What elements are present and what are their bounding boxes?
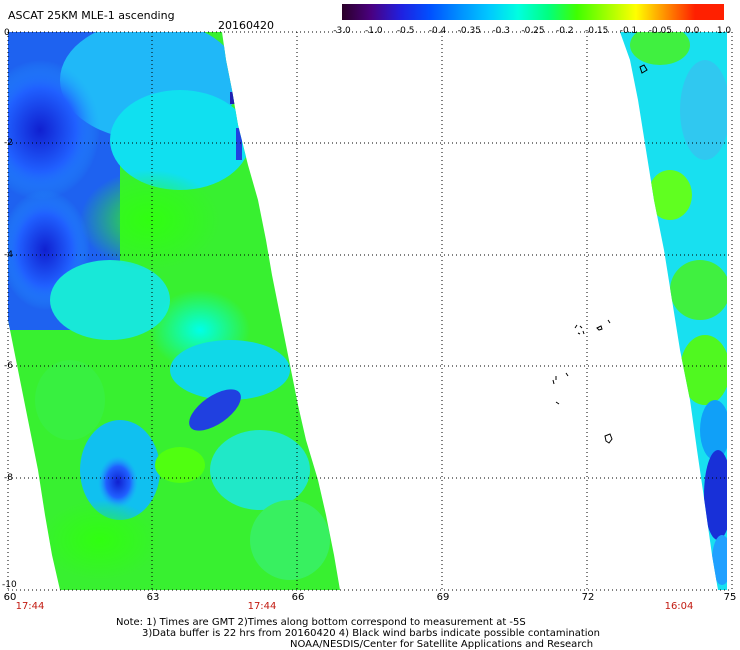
- color-scale-label: 1.0: [716, 26, 732, 36]
- swath-time-label: 16:04: [664, 601, 694, 612]
- y-tick-label: -2: [4, 138, 13, 148]
- swath-time-label: 17:44: [15, 601, 45, 612]
- color-scale-label: -0.15: [585, 26, 609, 36]
- color-scale-swatch: [459, 4, 489, 20]
- x-tick-label: 69: [436, 592, 450, 603]
- map-title: ASCAT 25KM MLE-1 ascending: [8, 9, 175, 22]
- right-swath: [620, 32, 727, 590]
- left-swath: [8, 32, 340, 590]
- color-scale-label: -0.4: [428, 26, 447, 36]
- color-scale-swatch: [577, 4, 607, 20]
- color-scale-label: -0.35: [457, 26, 481, 36]
- color-scale-swatch: [518, 4, 548, 20]
- color-scale-swatch: [400, 4, 431, 20]
- y-tick-label: -8: [4, 473, 13, 483]
- color-scale-bar: [342, 4, 725, 20]
- color-scale-label: -0.3: [492, 26, 510, 36]
- color-scale-label: -0.1: [619, 26, 638, 36]
- color-scale-label: 0.0: [684, 26, 700, 36]
- y-tick-label: -10: [2, 580, 17, 590]
- x-tick-label: 63: [146, 592, 160, 603]
- map-date: 20160420: [218, 19, 274, 32]
- color-scale-swatch: [342, 4, 372, 20]
- x-tick-label: 66: [291, 592, 305, 603]
- grid: [7, 31, 733, 591]
- x-tick-label: 60: [3, 592, 17, 603]
- color-scale-label: -0.2: [556, 26, 574, 36]
- color-scale-swatch: [635, 4, 666, 20]
- color-scale-label: -0.25: [521, 26, 545, 36]
- color-scale-swatch: [606, 4, 636, 20]
- x-tick-label: 75: [723, 592, 737, 603]
- y-tick-label: -6: [4, 361, 13, 371]
- coastline: [552, 64, 648, 444]
- color-scale-swatch: [694, 4, 725, 20]
- color-scale-swatch: [430, 4, 460, 20]
- note-line-1: Note: 1) Times are GMT 2)Times along bot…: [116, 617, 526, 628]
- note-line-3: NOAA/NESDIS/Center for Satellite Applica…: [290, 639, 594, 650]
- y-tick-label: -4: [4, 250, 13, 260]
- color-scale-swatch: [488, 4, 519, 20]
- swath-time-label: 17:44: [247, 601, 277, 612]
- color-scale-label: -3.0: [333, 26, 351, 36]
- color-scale-label: -0.5: [396, 26, 415, 36]
- color-scale-label: -1.0: [365, 26, 383, 36]
- y-tick-label: 0: [4, 28, 10, 38]
- color-scale-label: -0.05: [648, 26, 672, 36]
- note-line-2: 3)Data buffer is 22 hrs from 20160420 4)…: [142, 628, 600, 639]
- color-scale-swatch: [547, 4, 578, 20]
- x-tick-label: 72: [581, 592, 595, 603]
- color-scale-labels: -3.0 -1.0 -0.5 -0.4 -0.35 -0.3 -0.25 -0.2 -0.15-…: [330, 26, 732, 38]
- color-scale-swatch: [665, 4, 695, 20]
- color-scale-swatch: [371, 4, 401, 20]
